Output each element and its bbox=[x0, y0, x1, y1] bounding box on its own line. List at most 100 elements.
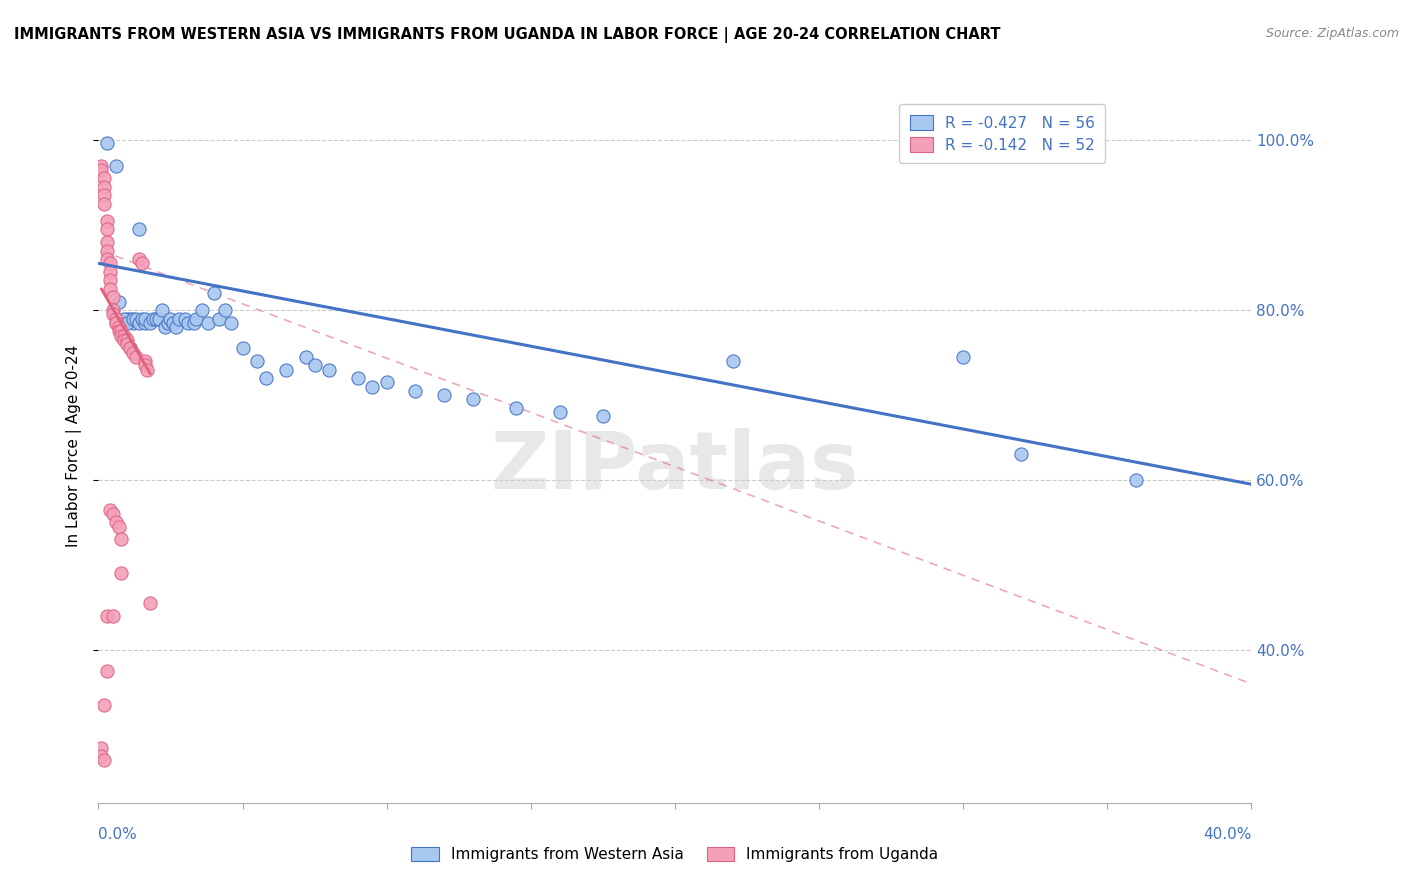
Point bbox=[107, 324, 129, 338]
Point bbox=[183, 316, 205, 330]
Point bbox=[346, 371, 368, 385]
Point bbox=[107, 519, 129, 533]
Point bbox=[122, 345, 145, 359]
Point bbox=[104, 316, 127, 330]
Point bbox=[98, 282, 121, 296]
Point bbox=[165, 320, 187, 334]
Point bbox=[208, 311, 231, 326]
Point bbox=[162, 316, 184, 330]
Point bbox=[952, 350, 974, 364]
Point bbox=[131, 311, 153, 326]
Point bbox=[304, 359, 326, 373]
Point bbox=[120, 341, 142, 355]
Point bbox=[104, 316, 127, 330]
Point bbox=[98, 273, 121, 287]
Point bbox=[96, 136, 118, 150]
Point bbox=[128, 252, 150, 266]
Text: 40.0%: 40.0% bbox=[1204, 827, 1251, 841]
Point bbox=[219, 316, 242, 330]
Point bbox=[128, 316, 150, 330]
Point bbox=[101, 290, 124, 304]
Point bbox=[231, 341, 254, 355]
Point bbox=[186, 311, 208, 326]
Point bbox=[405, 384, 427, 398]
Point bbox=[117, 337, 139, 351]
Text: Source: ZipAtlas.com: Source: ZipAtlas.com bbox=[1265, 27, 1399, 40]
Point bbox=[318, 362, 340, 376]
Point bbox=[1125, 473, 1147, 487]
Point bbox=[96, 244, 118, 258]
Point bbox=[128, 222, 150, 236]
Point bbox=[134, 354, 156, 368]
Point bbox=[156, 316, 179, 330]
Point bbox=[139, 596, 162, 610]
Point bbox=[214, 303, 236, 318]
Text: 0.0%: 0.0% bbox=[98, 827, 138, 841]
Point bbox=[139, 316, 162, 330]
Point bbox=[361, 379, 384, 393]
Point bbox=[112, 333, 135, 347]
Point bbox=[110, 328, 132, 343]
Point bbox=[134, 311, 156, 326]
Legend: R = -0.427   N = 56, R = -0.142   N = 52: R = -0.427 N = 56, R = -0.142 N = 52 bbox=[898, 104, 1105, 163]
Point bbox=[112, 328, 135, 343]
Point bbox=[93, 180, 115, 194]
Point bbox=[375, 376, 398, 390]
Point bbox=[104, 159, 127, 173]
Point bbox=[134, 359, 156, 373]
Point bbox=[120, 311, 142, 326]
Point bbox=[90, 162, 112, 177]
Point bbox=[117, 316, 139, 330]
Text: ZIPatlas: ZIPatlas bbox=[491, 428, 859, 507]
Point bbox=[433, 388, 456, 402]
Point bbox=[145, 311, 167, 326]
Point bbox=[98, 265, 121, 279]
Point bbox=[96, 252, 118, 266]
Point bbox=[122, 311, 145, 326]
Point bbox=[107, 320, 129, 334]
Point bbox=[90, 740, 112, 755]
Point bbox=[96, 214, 118, 228]
Point bbox=[174, 311, 197, 326]
Point bbox=[107, 294, 129, 309]
Point bbox=[159, 311, 181, 326]
Point bbox=[96, 664, 118, 678]
Point bbox=[592, 409, 614, 424]
Point bbox=[142, 311, 165, 326]
Point bbox=[110, 566, 132, 581]
Point bbox=[295, 350, 318, 364]
Y-axis label: In Labor Force | Age 20-24: In Labor Force | Age 20-24 bbox=[66, 345, 83, 547]
Point bbox=[110, 533, 132, 547]
Point bbox=[167, 311, 190, 326]
Point bbox=[274, 362, 297, 376]
Point bbox=[93, 188, 115, 202]
Point bbox=[721, 354, 744, 368]
Point bbox=[150, 303, 173, 318]
Point bbox=[202, 286, 225, 301]
Point bbox=[122, 316, 145, 330]
Point bbox=[93, 698, 115, 712]
Point bbox=[1010, 448, 1032, 462]
Point bbox=[548, 405, 571, 419]
Point bbox=[104, 311, 127, 326]
Point bbox=[134, 316, 156, 330]
Point bbox=[505, 401, 527, 415]
Point bbox=[117, 333, 139, 347]
Point bbox=[153, 320, 176, 334]
Point bbox=[148, 311, 170, 326]
Point bbox=[90, 159, 112, 173]
Point bbox=[104, 516, 127, 530]
Point bbox=[117, 311, 139, 326]
Point bbox=[125, 350, 148, 364]
Point bbox=[136, 362, 159, 376]
Point bbox=[254, 371, 277, 385]
Point bbox=[101, 608, 124, 623]
Point bbox=[110, 324, 132, 338]
Point bbox=[96, 222, 118, 236]
Point bbox=[120, 341, 142, 355]
Point bbox=[93, 753, 115, 767]
Point bbox=[191, 303, 214, 318]
Point bbox=[101, 507, 124, 521]
Point bbox=[101, 303, 124, 318]
Point bbox=[101, 307, 124, 321]
